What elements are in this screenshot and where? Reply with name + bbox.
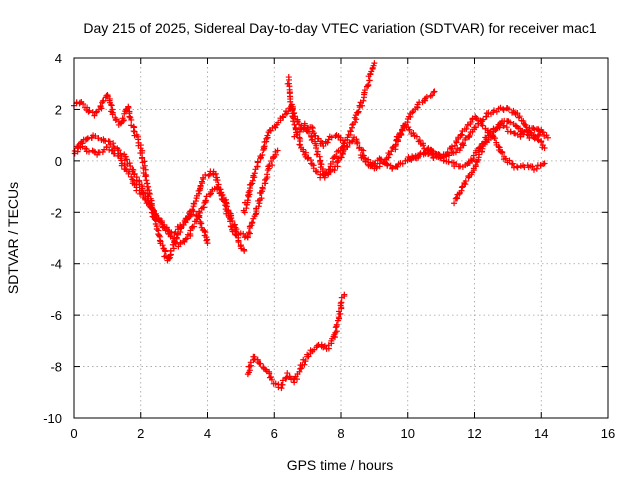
y-tick-label: 2 bbox=[55, 102, 62, 117]
satellite-track-6 bbox=[285, 60, 378, 180]
sdtvar-chart: Day 215 of 2025, Sidereal Day-to-day VTE… bbox=[0, 0, 640, 480]
data-point bbox=[367, 77, 373, 83]
x-tick-label: 10 bbox=[401, 426, 415, 441]
gridlines bbox=[74, 58, 608, 418]
data-point bbox=[93, 110, 99, 116]
data-point bbox=[297, 142, 303, 148]
satellite-track-5 bbox=[245, 292, 347, 392]
data-point bbox=[246, 229, 252, 235]
x-tick-label: 14 bbox=[534, 426, 548, 441]
y-tick-label: -10 bbox=[43, 411, 62, 426]
data-point bbox=[156, 232, 162, 238]
data-point bbox=[143, 177, 149, 183]
y-axis-label: SDTVAR / TECUs bbox=[5, 182, 21, 294]
chart-title: Day 215 of 2025, Sidereal Day-to-day VTE… bbox=[83, 20, 596, 36]
y-tick-label: 0 bbox=[55, 154, 62, 169]
data-point bbox=[504, 124, 510, 130]
y-tick-label: -8 bbox=[50, 360, 62, 375]
data-point bbox=[515, 164, 521, 170]
data-point bbox=[510, 161, 516, 167]
y-tick-label: -6 bbox=[50, 308, 62, 323]
data-point bbox=[145, 184, 151, 190]
data-point bbox=[77, 100, 83, 106]
data-point bbox=[339, 155, 345, 161]
x-tick-label: 8 bbox=[337, 426, 344, 441]
y-tick-label: -4 bbox=[50, 257, 62, 272]
data-point bbox=[417, 137, 423, 143]
data-point bbox=[428, 93, 434, 99]
x-tick-label: 16 bbox=[601, 426, 615, 441]
data-point bbox=[91, 148, 97, 154]
data-point bbox=[144, 180, 150, 186]
data-point bbox=[349, 122, 355, 128]
x-tick-label: 12 bbox=[467, 426, 481, 441]
x-tick-label: 0 bbox=[70, 426, 77, 441]
x-axis-label: GPS time / hours bbox=[287, 457, 394, 473]
y-tick-label: 4 bbox=[55, 51, 62, 66]
x-tick-label: 2 bbox=[137, 426, 144, 441]
x-tick-label: 4 bbox=[204, 426, 211, 441]
data-point bbox=[531, 167, 537, 173]
x-tick-label: 6 bbox=[271, 426, 278, 441]
data-point bbox=[272, 125, 278, 131]
data-point bbox=[264, 171, 270, 177]
y-tick-label: -2 bbox=[50, 205, 62, 220]
